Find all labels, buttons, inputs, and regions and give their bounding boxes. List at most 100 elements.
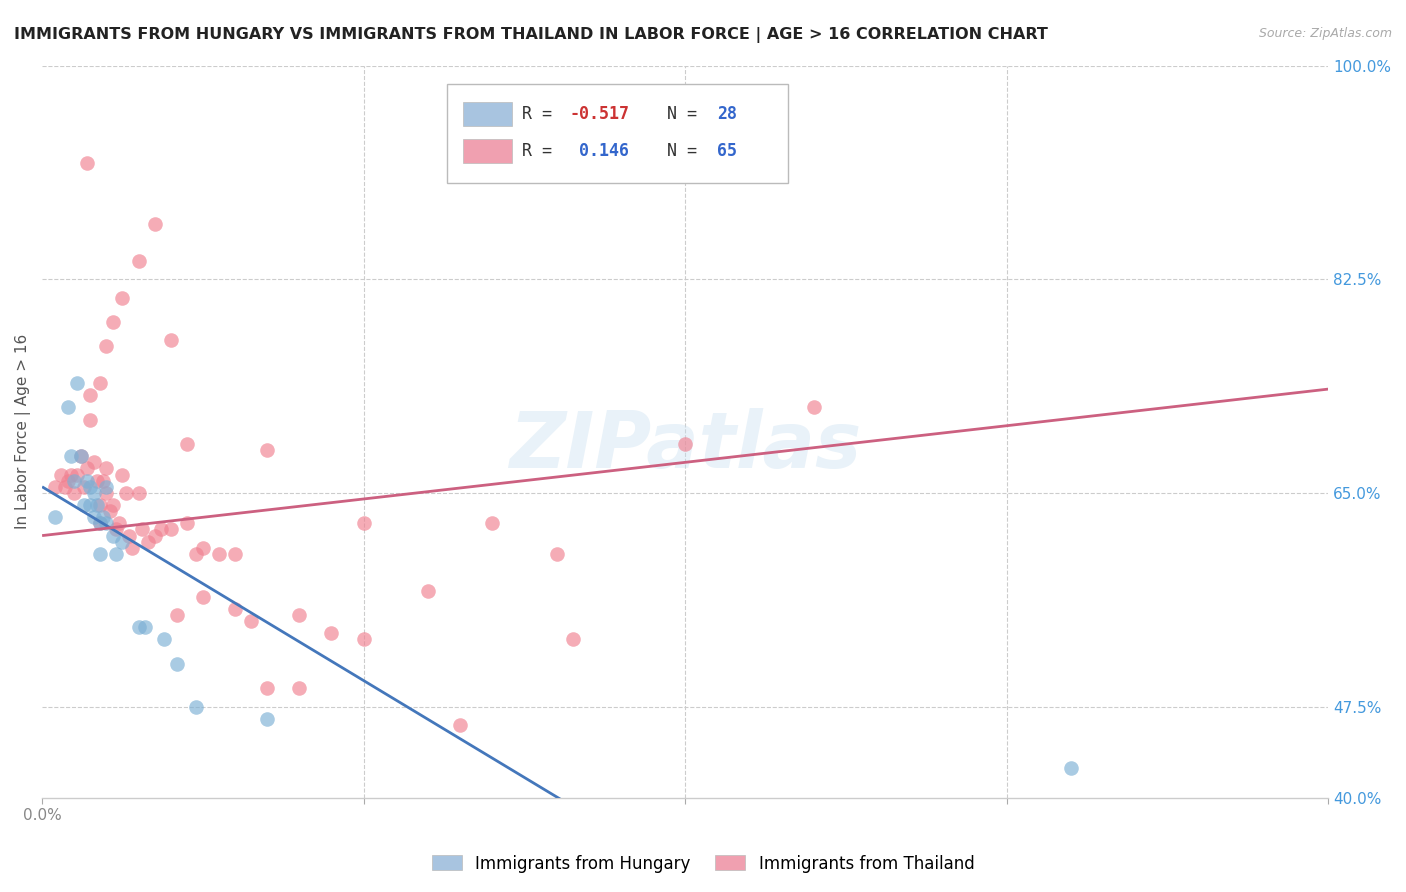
Point bbox=[91, 510, 114, 524]
Text: Source: ZipAtlas.com: Source: ZipAtlas.com bbox=[1258, 27, 1392, 40]
Point bbox=[224, 602, 246, 616]
Point bbox=[159, 333, 181, 347]
Point bbox=[224, 547, 246, 561]
Point bbox=[79, 498, 101, 512]
Text: -0.517: -0.517 bbox=[569, 105, 630, 123]
Text: 0.146: 0.146 bbox=[569, 142, 630, 160]
Point bbox=[353, 632, 375, 647]
Point bbox=[76, 156, 98, 170]
Point bbox=[60, 467, 83, 482]
Text: 28: 28 bbox=[717, 105, 737, 123]
Point bbox=[561, 632, 583, 647]
Point bbox=[89, 516, 111, 531]
Point bbox=[111, 534, 134, 549]
Point bbox=[79, 388, 101, 402]
Point bbox=[111, 467, 134, 482]
Point bbox=[131, 523, 153, 537]
Point bbox=[98, 504, 121, 518]
Point bbox=[86, 498, 108, 512]
Point bbox=[91, 474, 114, 488]
Point bbox=[416, 583, 439, 598]
Point bbox=[143, 217, 166, 231]
Point bbox=[111, 291, 134, 305]
Point bbox=[353, 516, 375, 531]
Legend: Immigrants from Hungary, Immigrants from Thailand: Immigrants from Hungary, Immigrants from… bbox=[425, 848, 981, 880]
Point bbox=[83, 510, 105, 524]
Point bbox=[191, 590, 214, 604]
Point bbox=[176, 516, 198, 531]
Point bbox=[79, 412, 101, 426]
Point bbox=[83, 455, 105, 469]
Point bbox=[56, 474, 79, 488]
Text: IMMIGRANTS FROM HUNGARY VS IMMIGRANTS FROM THAILAND IN LABOR FORCE | AGE > 16 CO: IMMIGRANTS FROM HUNGARY VS IMMIGRANTS FR… bbox=[14, 27, 1047, 43]
Point bbox=[96, 480, 118, 494]
Point bbox=[546, 547, 568, 561]
Point bbox=[44, 510, 66, 524]
Point bbox=[66, 467, 89, 482]
Point bbox=[51, 467, 73, 482]
Point bbox=[96, 339, 118, 353]
Point bbox=[63, 474, 86, 488]
Point bbox=[105, 547, 128, 561]
Point bbox=[1060, 760, 1083, 774]
Point bbox=[288, 681, 311, 696]
Point bbox=[73, 498, 96, 512]
Point bbox=[321, 626, 343, 640]
Text: ZIPatlas: ZIPatlas bbox=[509, 409, 862, 484]
Point bbox=[166, 657, 188, 671]
Text: 65: 65 bbox=[717, 142, 737, 160]
Text: R =: R = bbox=[522, 105, 562, 123]
Point bbox=[89, 547, 111, 561]
FancyBboxPatch shape bbox=[463, 139, 512, 163]
Point bbox=[79, 480, 101, 494]
Point bbox=[66, 376, 89, 390]
Point bbox=[186, 699, 208, 714]
Point bbox=[143, 528, 166, 542]
Point bbox=[101, 315, 124, 329]
Point bbox=[76, 474, 98, 488]
Point bbox=[69, 449, 91, 463]
Text: N =: N = bbox=[647, 142, 707, 160]
Point bbox=[105, 523, 128, 537]
Point bbox=[288, 607, 311, 622]
Point bbox=[449, 718, 471, 732]
Point bbox=[60, 449, 83, 463]
Point bbox=[63, 486, 86, 500]
Point bbox=[76, 461, 98, 475]
Point bbox=[176, 437, 198, 451]
FancyBboxPatch shape bbox=[463, 103, 512, 127]
Point bbox=[256, 443, 278, 458]
Point bbox=[166, 607, 188, 622]
Point bbox=[128, 254, 150, 268]
Point bbox=[481, 516, 503, 531]
Point bbox=[108, 516, 131, 531]
Point bbox=[89, 516, 111, 531]
Point bbox=[136, 534, 159, 549]
Point bbox=[44, 480, 66, 494]
Point bbox=[186, 547, 208, 561]
Point bbox=[118, 528, 141, 542]
Point bbox=[159, 523, 181, 537]
Point bbox=[803, 401, 825, 415]
Point bbox=[208, 547, 231, 561]
Point bbox=[128, 620, 150, 634]
Point bbox=[101, 498, 124, 512]
Point bbox=[96, 516, 118, 531]
Point bbox=[114, 486, 136, 500]
Point bbox=[69, 449, 91, 463]
Point bbox=[53, 480, 76, 494]
Point bbox=[256, 712, 278, 726]
Text: N =: N = bbox=[647, 105, 707, 123]
Point bbox=[89, 376, 111, 390]
Point bbox=[101, 528, 124, 542]
Point bbox=[96, 461, 118, 475]
Point bbox=[121, 541, 143, 555]
Point bbox=[128, 486, 150, 500]
Point bbox=[56, 401, 79, 415]
Text: R =: R = bbox=[522, 142, 572, 160]
Point bbox=[153, 632, 176, 647]
Point bbox=[96, 486, 118, 500]
Point bbox=[256, 681, 278, 696]
Point bbox=[150, 523, 173, 537]
Point bbox=[673, 437, 696, 451]
